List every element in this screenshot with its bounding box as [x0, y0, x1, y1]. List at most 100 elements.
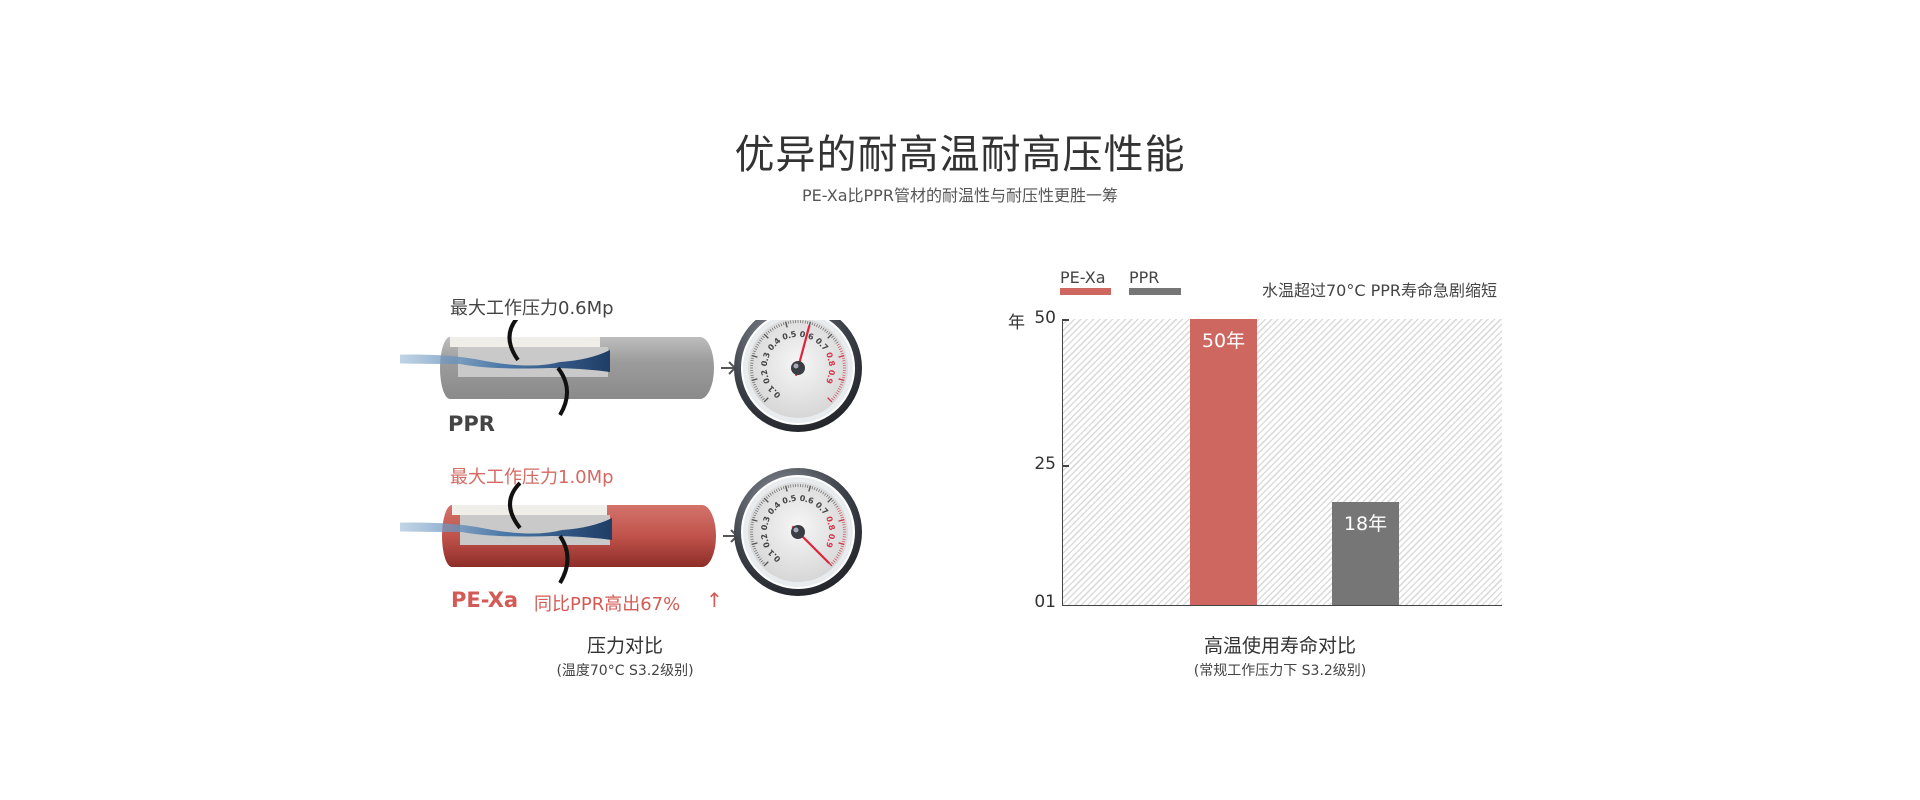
y-tick-label: 50 — [1034, 308, 1056, 328]
gauge-tick — [841, 541, 846, 543]
arrow-right-icon — [721, 361, 737, 375]
gauge-tick — [760, 501, 764, 504]
gauge-tick — [837, 552, 841, 555]
gauge-tick — [755, 552, 759, 555]
pressure-caption: 压力对比 — [586, 635, 663, 657]
gauge-tick — [813, 323, 816, 327]
legend-ppr-swatch — [1129, 288, 1181, 295]
pressure-caption-sub: (温度70°C S3.2级别) — [556, 663, 694, 679]
gauge-tick — [753, 514, 757, 517]
gauge-tick — [818, 325, 821, 329]
gauge-tick — [775, 325, 778, 329]
gauge-tick — [756, 507, 760, 510]
gauge-tick — [836, 390, 840, 393]
gauge-tick — [840, 381, 844, 384]
gauge-tick — [832, 337, 836, 340]
gauge-tick — [752, 545, 756, 548]
gauge-tick — [835, 341, 839, 344]
gauge-tick — [840, 352, 844, 355]
gauge-tick-label: 0.5 — [781, 329, 797, 341]
bar-data-label: 50年 — [1201, 330, 1246, 352]
gauge-tick-label: 0.2 — [759, 369, 771, 385]
ppr-name: PPR — [448, 412, 495, 436]
gauge-tick — [831, 499, 834, 503]
gauge-tick — [816, 488, 818, 492]
gauge-tick — [753, 383, 757, 386]
y-tick-label: 25 — [1034, 454, 1056, 474]
gauge-tick-label: 0.3 — [759, 515, 771, 531]
curved-arrow-icon — [558, 534, 570, 585]
gauge-tick — [751, 542, 758, 546]
curved-arrow-icon — [556, 366, 569, 417]
gauge-tick — [838, 550, 842, 552]
gauge-tick — [839, 350, 843, 353]
gauge-tick — [750, 541, 755, 543]
gauge-tick — [758, 394, 762, 397]
gauge-tick — [765, 496, 769, 499]
gauge-tick — [840, 516, 844, 519]
gauge-tick — [773, 326, 776, 330]
gauge-tick — [784, 485, 788, 492]
gauge-tick — [782, 486, 785, 490]
gauge-tick — [762, 499, 765, 503]
gauge-tick — [769, 328, 772, 332]
plot-area — [1062, 319, 1502, 606]
y-tick-label: 01 — [1034, 592, 1056, 612]
pexa-compare-text: 同比PPR高出67% — [534, 594, 681, 615]
gauge-tick — [839, 547, 843, 550]
gauge-tick — [841, 357, 846, 359]
gauge-tick — [752, 516, 756, 519]
y-tick-mark — [1062, 465, 1069, 467]
gauge-tick — [763, 333, 769, 339]
gauge-tick — [778, 324, 780, 328]
curved-arrow-icon — [508, 481, 522, 530]
pexa-name: PE-Xa — [451, 588, 519, 612]
gauge-tick — [750, 377, 755, 379]
gauge-tick — [807, 484, 809, 489]
y-tick-mark — [1062, 319, 1069, 321]
gauge-tick — [758, 339, 762, 342]
gauge-tick — [771, 491, 774, 495]
gauge-tick — [827, 333, 833, 339]
gauge-tick — [827, 497, 833, 503]
gauge-tick — [834, 503, 838, 506]
water-flow — [400, 350, 610, 372]
gauge-tick — [756, 343, 760, 346]
gauge-tick-label: 0.8 — [824, 351, 836, 367]
gauge-tick — [838, 512, 842, 514]
lifetime-caption: 高温使用寿命对比 — [1203, 635, 1356, 657]
gauge-tick — [826, 494, 829, 498]
gauge-tick — [757, 556, 761, 559]
gauge-tick — [838, 518, 845, 522]
gauge-tick — [827, 332, 831, 335]
gauge-tick — [787, 320, 789, 325]
gauge-tick-label: 0.2 — [759, 533, 771, 549]
gauge-tick — [824, 328, 827, 332]
legend-pexa-label: PE-Xa — [1060, 268, 1106, 287]
gauge-tick — [840, 545, 844, 548]
gauge-tick — [827, 397, 833, 403]
gauge-tick — [763, 561, 769, 567]
gauge-tick — [831, 561, 834, 565]
gauge-tick — [769, 492, 772, 496]
gauge-tick — [780, 323, 783, 327]
gauge-tick — [784, 321, 788, 328]
gauge-tick — [839, 514, 843, 517]
gauge-tick — [767, 494, 770, 498]
pexa-pressure-gauge: 0.10.20.30.40.5 0.60.70.80.9 — [734, 468, 862, 596]
gauge-tick — [832, 560, 836, 563]
gauge-tick — [763, 397, 769, 403]
gauge-tick — [839, 383, 843, 386]
gauge-tick — [762, 397, 765, 401]
gauge-tick — [807, 320, 809, 325]
gauge-tick — [834, 558, 838, 561]
gauge-tick — [752, 352, 756, 355]
gauge-tick — [820, 326, 823, 330]
gauge-tick — [754, 550, 758, 552]
gauge-tick — [838, 378, 845, 382]
gauge-tick-label: 0.9 — [824, 533, 836, 549]
gauge-tick — [836, 507, 840, 510]
gauge-tick — [751, 518, 758, 522]
gauge-tick — [813, 487, 816, 491]
gauge-tick — [771, 327, 774, 331]
